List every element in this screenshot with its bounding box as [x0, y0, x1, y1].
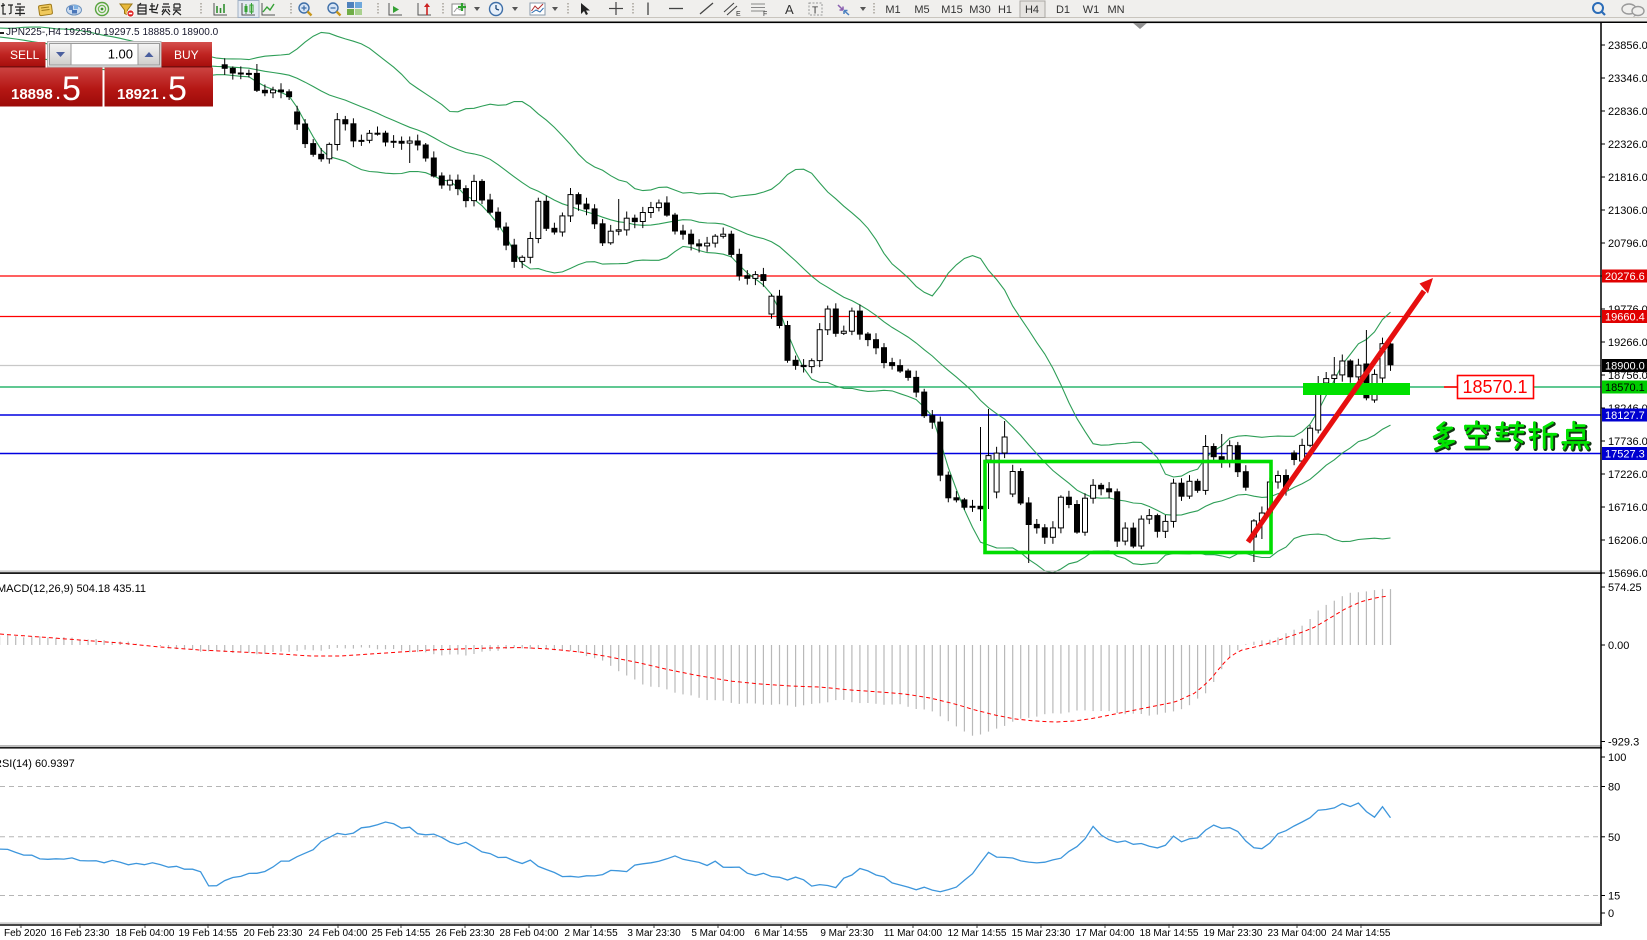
svg-text:1.00: 1.00 — [108, 47, 133, 62]
svg-text:18 Mar 14:55: 18 Mar 14:55 — [1140, 928, 1199, 939]
svg-text:F: F — [763, 11, 767, 18]
svg-text:20276.6: 20276.6 — [1605, 271, 1645, 283]
svg-text:18570.1: 18570.1 — [1462, 377, 1527, 397]
svg-text:22326.0: 22326.0 — [1608, 139, 1647, 151]
svg-text:23346.0: 23346.0 — [1608, 73, 1647, 85]
svg-text:574.25: 574.25 — [1608, 582, 1642, 594]
svg-text:17527.3: 17527.3 — [1605, 449, 1645, 461]
svg-text:15696.0: 15696.0 — [1608, 568, 1647, 580]
svg-text:19 Feb 14:55: 19 Feb 14:55 — [179, 928, 238, 939]
svg-text:RSI(14) 60.9397: RSI(14) 60.9397 — [0, 758, 75, 770]
svg-text:MACD(12,26,9) 504.18 435.11: MACD(12,26,9) 504.18 435.11 — [0, 583, 146, 595]
svg-text:18898: 18898 — [11, 86, 53, 103]
svg-text:JPN225-,H4 19235.0 19297.5 18: JPN225-,H4 19235.0 19297.5 18885.0 18900… — [6, 27, 219, 38]
svg-text:28 Feb 04:00: 28 Feb 04:00 — [500, 928, 559, 939]
svg-text:24 Mar 14:55: 24 Mar 14:55 — [1332, 928, 1391, 939]
svg-text:-929.3: -929.3 — [1608, 737, 1639, 749]
svg-text:20796.0: 20796.0 — [1608, 238, 1647, 250]
svg-text:5: 5 — [62, 70, 81, 108]
svg-text:18921: 18921 — [117, 86, 159, 103]
svg-text:20 Feb 23:30: 20 Feb 23:30 — [244, 928, 303, 939]
svg-text:D1: D1 — [1056, 4, 1070, 16]
svg-text:15 Mar 23:30: 15 Mar 23:30 — [1012, 928, 1071, 939]
svg-text:6 Mar 14:55: 6 Mar 14:55 — [754, 928, 808, 939]
svg-text:.: . — [162, 86, 166, 103]
svg-text:23 Mar 04:00: 23 Mar 04:00 — [1268, 928, 1327, 939]
svg-text:W1: W1 — [1083, 4, 1100, 16]
svg-text:H1: H1 — [998, 4, 1012, 16]
svg-text:Feb 2020: Feb 2020 — [4, 928, 47, 939]
svg-text:16206.0: 16206.0 — [1608, 535, 1647, 547]
svg-text:19660.4: 19660.4 — [1605, 312, 1645, 324]
svg-text:50: 50 — [1608, 832, 1620, 844]
svg-text:5 Mar 04:00: 5 Mar 04:00 — [691, 928, 745, 939]
svg-text:2 Mar 14:55: 2 Mar 14:55 — [564, 928, 618, 939]
svg-text:23856.0: 23856.0 — [1608, 40, 1647, 52]
svg-text:25 Feb 14:55: 25 Feb 14:55 — [372, 928, 431, 939]
svg-text:MN: MN — [1107, 4, 1124, 16]
svg-text:5: 5 — [168, 70, 187, 108]
svg-text:M1: M1 — [885, 4, 900, 16]
svg-text:18127.7: 18127.7 — [1605, 410, 1645, 422]
svg-text:12 Mar 14:55: 12 Mar 14:55 — [948, 928, 1007, 939]
svg-text:24 Feb 04:00: 24 Feb 04:00 — [309, 928, 368, 939]
svg-text:.: . — [56, 86, 60, 103]
svg-text:M5: M5 — [914, 4, 929, 16]
svg-text:22836.0: 22836.0 — [1608, 106, 1647, 118]
svg-text:26 Feb 23:30: 26 Feb 23:30 — [436, 928, 495, 939]
svg-text:18756.0: 18756.0 — [1608, 370, 1647, 382]
svg-text:SELL: SELL — [10, 48, 40, 62]
svg-text:3 Mar 23:30: 3 Mar 23:30 — [627, 928, 681, 939]
svg-text:9 Mar 23:30: 9 Mar 23:30 — [820, 928, 874, 939]
svg-text:17226.0: 17226.0 — [1608, 469, 1647, 481]
svg-text:19 Mar 23:30: 19 Mar 23:30 — [1204, 928, 1263, 939]
svg-text:21306.0: 21306.0 — [1608, 205, 1647, 217]
svg-text:17 Mar 04:00: 17 Mar 04:00 — [1076, 928, 1135, 939]
svg-text:16 Feb 23:30: 16 Feb 23:30 — [51, 928, 110, 939]
svg-text:17736.0: 17736.0 — [1608, 436, 1647, 448]
svg-text:80: 80 — [1608, 782, 1620, 794]
svg-text:E: E — [736, 11, 741, 18]
svg-text:0: 0 — [1608, 908, 1614, 920]
svg-text:11 Mar 04:00: 11 Mar 04:00 — [884, 928, 943, 939]
svg-text:21816.0: 21816.0 — [1608, 172, 1647, 184]
svg-text:15: 15 — [1608, 891, 1620, 903]
svg-text:18 Feb 04:00: 18 Feb 04:00 — [116, 928, 175, 939]
svg-text:18570.1: 18570.1 — [1605, 382, 1645, 394]
svg-text:M30: M30 — [969, 4, 990, 16]
svg-text:T: T — [812, 6, 818, 17]
svg-text:M15: M15 — [941, 4, 962, 16]
svg-text:100: 100 — [1608, 752, 1626, 764]
svg-text:BUY: BUY — [174, 48, 199, 62]
svg-text:16716.0: 16716.0 — [1608, 502, 1647, 514]
svg-text:19266.0: 19266.0 — [1608, 337, 1647, 349]
svg-text:H4: H4 — [1025, 4, 1039, 16]
svg-text:18900.0: 18900.0 — [1605, 361, 1645, 373]
svg-text:A: A — [785, 2, 794, 17]
svg-text:0.00: 0.00 — [1608, 640, 1629, 652]
